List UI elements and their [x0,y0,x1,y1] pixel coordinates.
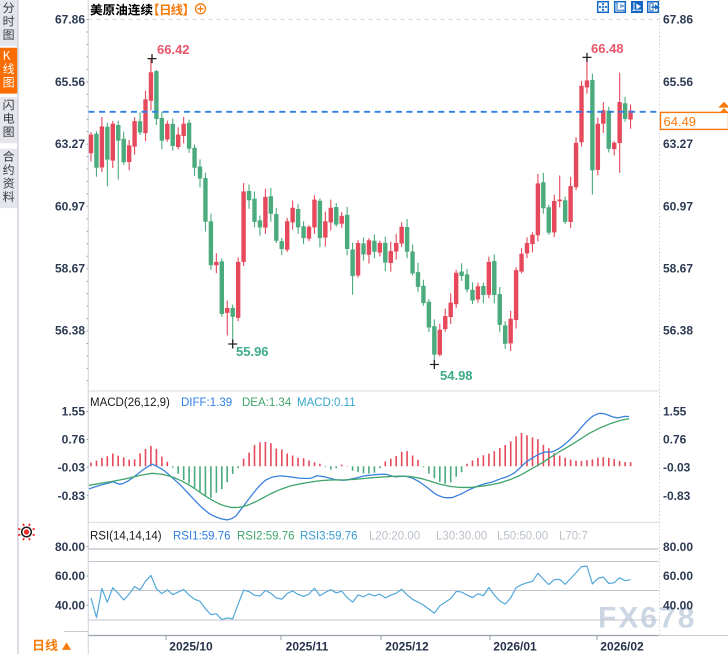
svg-text:40.00: 40.00 [55,599,85,613]
svg-text:FX678: FX678 [598,602,696,635]
svg-text:RSI1:59.76: RSI1:59.76 [173,531,231,543]
svg-text:1.55: 1.55 [62,405,86,419]
svg-text:80.00: 80.00 [663,540,693,554]
svg-text:65.56: 65.56 [663,75,693,89]
svg-text:2025/10: 2025/10 [169,640,213,654]
svg-text:1.55: 1.55 [663,405,687,419]
svg-text:MACD:0.11: MACD:0.11 [297,397,356,409]
svg-text:0.76: 0.76 [663,433,687,447]
svg-text:RSI2:59.76: RSI2:59.76 [237,531,295,543]
svg-text:L50:50.00: L50:50.00 [497,531,548,543]
svg-text:58.67: 58.67 [663,262,693,276]
svg-text:55.96: 55.96 [236,344,269,359]
svg-text:56.38: 56.38 [55,324,85,338]
svg-text:56.38: 56.38 [663,324,693,338]
svg-text:L20:20.00: L20:20.00 [369,531,420,543]
svg-text:DEA:1.34: DEA:1.34 [242,397,292,409]
svg-text:-0.03: -0.03 [663,461,691,475]
svg-text:L70:7: L70:7 [559,531,588,543]
svg-text:63.27: 63.27 [663,137,693,151]
svg-text:67.86: 67.86 [55,13,85,27]
svg-text:60.00: 60.00 [55,569,85,583]
svg-text:65.56: 65.56 [55,75,85,89]
svg-text:58.67: 58.67 [55,262,85,276]
svg-text:54.98: 54.98 [440,368,473,383]
svg-text:66.48: 66.48 [591,41,624,56]
svg-text:2025/12: 2025/12 [385,640,429,654]
svg-text:L30:30.00: L30:30.00 [436,531,487,543]
svg-text:-0.83: -0.83 [58,489,86,503]
svg-text:66.42: 66.42 [157,42,190,57]
svg-text:0.76: 0.76 [62,433,86,447]
svg-text:67.86: 67.86 [663,13,693,27]
svg-text:DIFF:1.39: DIFF:1.39 [181,397,232,409]
svg-text:60.97: 60.97 [55,199,85,213]
svg-text:60.00: 60.00 [663,569,693,583]
svg-text:80.00: 80.00 [55,540,85,554]
svg-text:RSI3:59.76: RSI3:59.76 [300,531,358,543]
svg-text:2026/01: 2026/01 [493,640,537,654]
svg-text:60.97: 60.97 [663,199,693,213]
svg-text:-0.03: -0.03 [58,461,86,475]
svg-text:40.00: 40.00 [663,599,693,613]
svg-text:RSI(14,14,14): RSI(14,14,14) [90,531,162,543]
svg-text:63.27: 63.27 [55,137,85,151]
svg-text:2025/11: 2025/11 [286,640,329,654]
svg-text:MACD(26,12,9): MACD(26,12,9) [90,397,170,409]
svg-text:2026/02: 2026/02 [600,640,644,654]
svg-text:-0.83: -0.83 [663,489,691,503]
svg-text:64.49: 64.49 [664,114,697,129]
